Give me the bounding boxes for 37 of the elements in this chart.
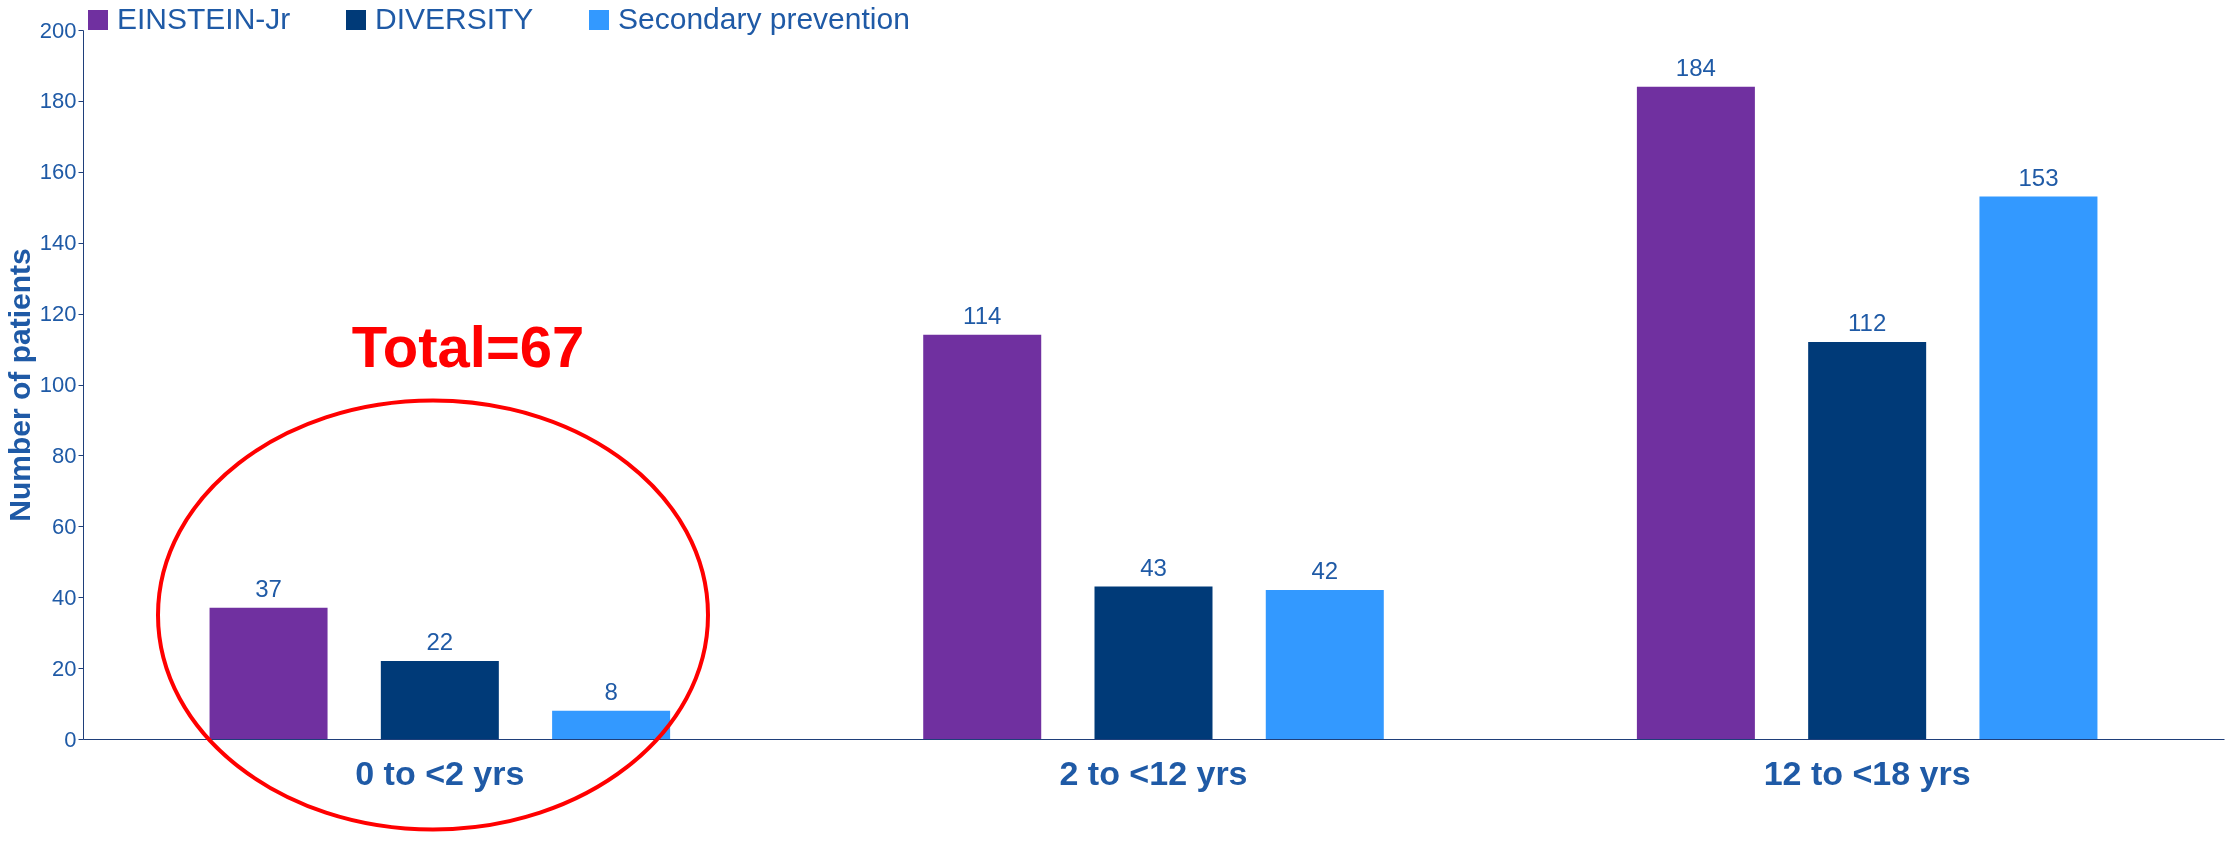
legend-label: Secondary prevention: [618, 2, 910, 35]
y-tick-label: 40: [52, 584, 77, 610]
y-tick-label: 100: [39, 372, 77, 397]
data-label: 184: [1675, 53, 1716, 81]
y-tick-label: 80: [52, 442, 77, 468]
bar: [1979, 196, 2098, 739]
bar: [380, 661, 499, 739]
data-label: 22: [426, 628, 454, 656]
data-label: 43: [1140, 553, 1167, 581]
legend-label: DIVERSITY: [375, 2, 534, 35]
y-tick-label: 60: [52, 513, 77, 539]
y-tick-label: 180: [39, 88, 77, 114]
y-tick-label: 160: [39, 159, 77, 185]
data-label: 8: [604, 677, 618, 705]
y-tick-label: 0: [64, 726, 77, 752]
x-tick-label: 12 to <18 yrs: [1763, 753, 1971, 792]
data-label: 114: [963, 301, 1002, 329]
y-tick-label: 20: [52, 655, 77, 681]
y-axis-title: Number of patients: [2, 248, 36, 522]
annotation: Total=67: [351, 314, 585, 379]
y-tick-label: 200: [39, 17, 77, 43]
bar: [1808, 341, 1927, 739]
data-label: 153: [2018, 163, 2059, 191]
bar: [1636, 86, 1755, 739]
bar: [1265, 590, 1384, 739]
bar: [552, 710, 671, 739]
legend-label: EINSTEIN-Jr: [117, 2, 291, 35]
bar: [923, 334, 1042, 739]
bar: [1094, 586, 1213, 739]
y-tick-label: 120: [39, 301, 77, 327]
data-label: 37: [255, 574, 282, 602]
x-tick-label: 0 to <2 yrs: [355, 753, 525, 792]
y-tick-label: 140: [39, 230, 77, 256]
data-label: 112: [1848, 308, 1887, 336]
x-tick-label: 2 to <12 yrs: [1059, 753, 1248, 792]
bar: [209, 607, 328, 739]
data-label: 42: [1311, 557, 1339, 585]
